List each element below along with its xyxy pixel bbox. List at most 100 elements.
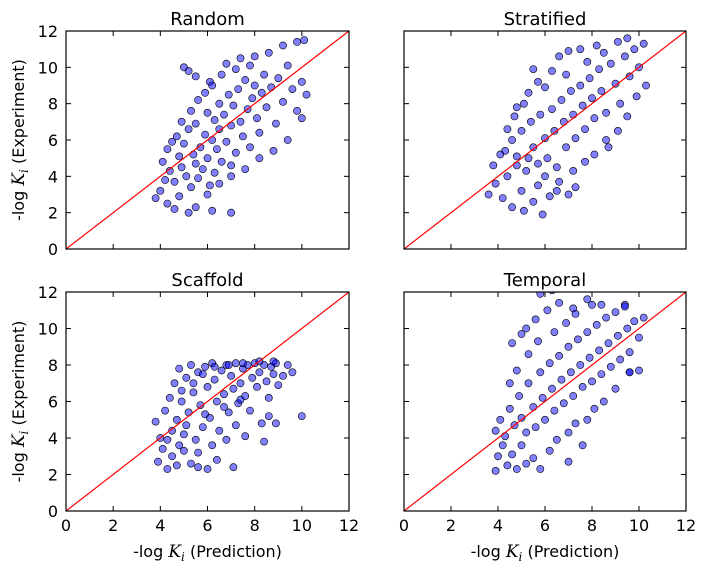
scatter-point bbox=[503, 461, 512, 470]
scatter-point bbox=[300, 36, 309, 44]
scatter-point bbox=[571, 309, 580, 318]
scatter-point bbox=[494, 452, 502, 461]
scatter-point bbox=[250, 52, 259, 61]
scatter-point bbox=[555, 52, 563, 61]
y-tick-label: 0 bbox=[48, 502, 58, 521]
scatter-point bbox=[187, 361, 195, 369]
scatter-point bbox=[606, 59, 615, 68]
x-tick-label: 2 bbox=[446, 516, 456, 535]
x-tick-label: 8 bbox=[250, 516, 260, 535]
scatter-point bbox=[524, 88, 533, 97]
x-tick-label: 0 bbox=[61, 516, 71, 535]
scatter-point bbox=[569, 166, 578, 175]
scatter-point bbox=[531, 315, 540, 324]
scatter-point bbox=[534, 181, 542, 190]
scatter-point bbox=[534, 159, 542, 168]
scatter-point bbox=[602, 313, 610, 322]
scatter-point bbox=[541, 415, 549, 424]
scatter-point bbox=[269, 370, 278, 378]
scatter-point bbox=[545, 359, 554, 368]
scatter-point bbox=[238, 132, 247, 141]
scatter-point bbox=[522, 459, 531, 468]
scatter-point bbox=[175, 364, 184, 373]
scatter-point bbox=[552, 435, 561, 444]
scatter-point bbox=[625, 72, 634, 81]
scatter-point bbox=[191, 435, 200, 444]
scatter-point bbox=[505, 379, 514, 388]
scatter-point bbox=[512, 161, 521, 170]
scatter-point bbox=[283, 61, 292, 70]
scatter-point bbox=[639, 39, 648, 48]
scatter-point bbox=[536, 465, 545, 473]
scatter-point bbox=[595, 346, 603, 355]
scatter-point bbox=[208, 441, 217, 450]
scatter-points bbox=[151, 36, 311, 217]
scatter-point bbox=[614, 126, 622, 135]
scatter-point bbox=[177, 386, 186, 395]
scatter-point bbox=[231, 148, 240, 157]
scatter-point bbox=[168, 137, 176, 146]
scatter-point bbox=[246, 406, 254, 415]
scatter-point bbox=[571, 134, 580, 143]
scatter-point bbox=[538, 393, 547, 402]
scatter-point bbox=[592, 41, 601, 50]
scatter-point bbox=[163, 145, 172, 153]
scatter-point bbox=[616, 99, 625, 108]
scatter-point bbox=[642, 81, 650, 90]
scatter-point bbox=[231, 359, 240, 368]
scatter-point bbox=[557, 375, 566, 384]
scatter-point bbox=[505, 404, 514, 413]
scatter-point bbox=[198, 370, 207, 378]
scatter-point bbox=[559, 399, 568, 408]
scatter-point bbox=[212, 455, 221, 464]
scatter-point bbox=[222, 435, 231, 444]
scatter-point bbox=[550, 126, 559, 135]
scatter-point bbox=[189, 150, 198, 159]
scatter-point bbox=[508, 203, 516, 212]
x-tick-label: 8 bbox=[587, 516, 597, 535]
scatter-point bbox=[246, 61, 254, 70]
scatter-point bbox=[520, 99, 528, 108]
scatter-point bbox=[559, 117, 568, 126]
scatter-point bbox=[564, 457, 573, 466]
scatter-point bbox=[236, 117, 245, 126]
reference-line-y-equals-x bbox=[404, 31, 686, 249]
scatter-point bbox=[597, 300, 606, 309]
scatter-point bbox=[590, 114, 599, 123]
scatter-point bbox=[158, 444, 167, 453]
scatter-point bbox=[250, 81, 259, 90]
scatter-point bbox=[503, 125, 512, 134]
scatter-point bbox=[184, 208, 193, 217]
scatter-point bbox=[179, 139, 188, 148]
scatter-point bbox=[611, 79, 620, 88]
scatter-point bbox=[527, 117, 535, 126]
scatter-point bbox=[208, 206, 217, 215]
scatter-point bbox=[545, 192, 554, 201]
scatter-point bbox=[161, 406, 169, 415]
scatter-point bbox=[592, 320, 601, 329]
scatter-points bbox=[151, 357, 306, 473]
scatter-point bbox=[168, 452, 176, 461]
scatter-point bbox=[536, 368, 545, 377]
scatter-point bbox=[262, 103, 271, 112]
scatter-point bbox=[205, 181, 214, 190]
scatter-point bbox=[611, 384, 620, 393]
scatter-point bbox=[529, 65, 538, 73]
panel-title: Stratified bbox=[504, 9, 587, 30]
scatter-point bbox=[187, 183, 195, 192]
scatter-point bbox=[283, 136, 292, 144]
scatter-point bbox=[198, 423, 207, 431]
scatter-point bbox=[248, 373, 257, 382]
scatter-point bbox=[264, 393, 273, 402]
scatter-point bbox=[515, 392, 523, 400]
scatter-point bbox=[196, 401, 205, 409]
scatter-point bbox=[491, 179, 500, 188]
scatter-point bbox=[217, 70, 226, 79]
scatter-point bbox=[260, 70, 268, 79]
scatter-point bbox=[606, 362, 615, 371]
scatter-point bbox=[574, 335, 582, 344]
scatter-point bbox=[529, 454, 538, 462]
scatter-point bbox=[297, 412, 306, 420]
scatter-point bbox=[599, 397, 608, 406]
y-tick-label: 0 bbox=[48, 240, 58, 259]
